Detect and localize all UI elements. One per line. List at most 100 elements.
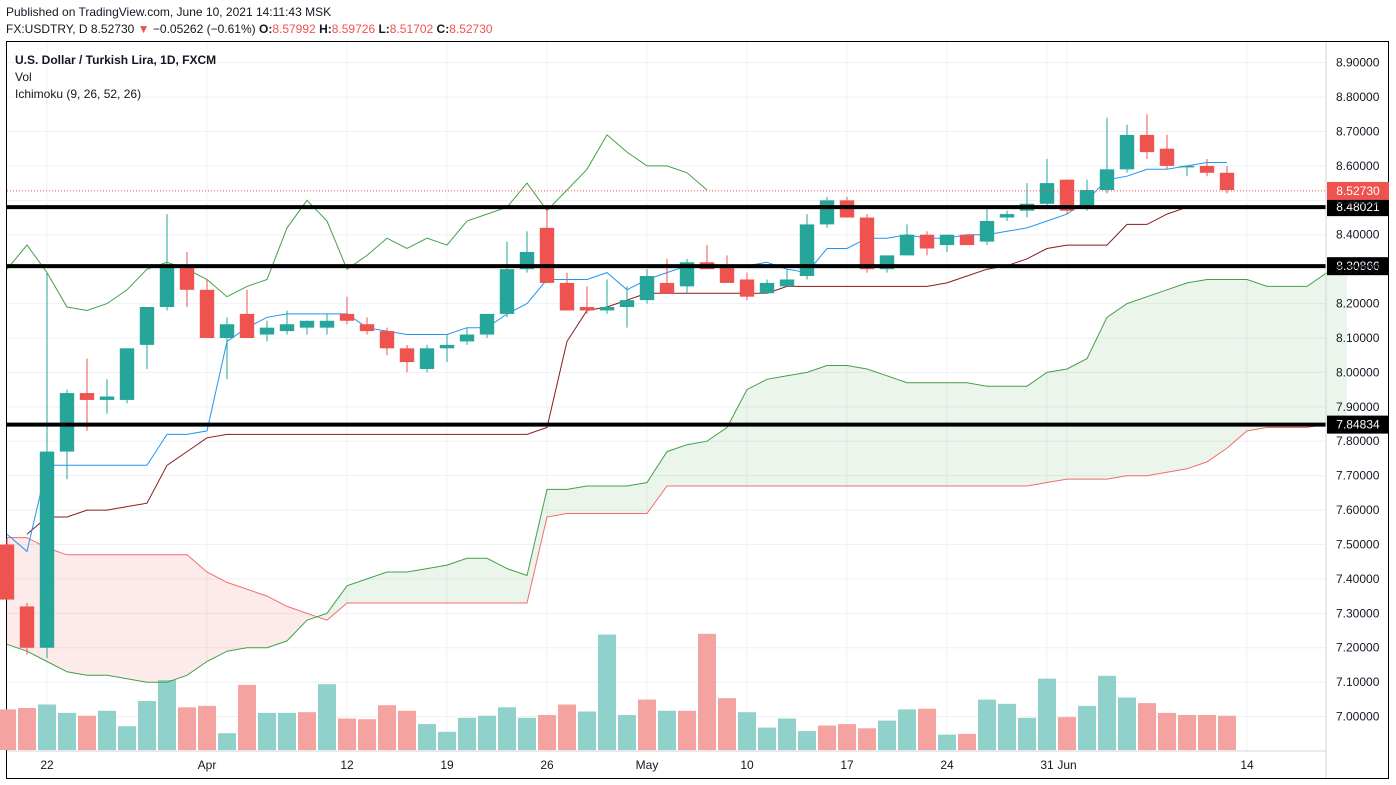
- cloud-segment: [447, 558, 467, 604]
- low-label: L:: [378, 22, 390, 36]
- chart-frame[interactable]: [6, 41, 1389, 779]
- cloud-segment: [987, 386, 1007, 486]
- volume-bar: [498, 707, 516, 750]
- cloud-segment: [227, 582, 247, 652]
- cloud-segment: [547, 489, 567, 517]
- cloud-segment: [507, 568, 527, 604]
- candle-body: [959, 234, 975, 246]
- ichimoku-legend[interactable]: Ichimoku (9, 26, 52, 26): [15, 87, 142, 101]
- volume-bar: [358, 719, 376, 750]
- price-tick-label: 8.30000: [1336, 262, 1380, 276]
- symbol-label: FX:USDTRY, D: [6, 22, 88, 36]
- price-tick-label: 7.60000: [1336, 503, 1380, 517]
- price-tick-label: 8.20000: [1336, 297, 1380, 311]
- cloud-segment: [187, 554, 207, 676]
- chart-title: U.S. Dollar / Turkish Lira, 1D, FXCM: [15, 53, 217, 67]
- volume-bar: [18, 708, 36, 750]
- volume-bar: [1198, 715, 1216, 750]
- volume-bar: [918, 708, 936, 750]
- price-tick-label: 8.80000: [1336, 90, 1380, 104]
- volume-bar: [818, 725, 836, 750]
- volume-bar: [838, 724, 856, 750]
- price-tick-label: 7.70000: [1336, 469, 1380, 483]
- candle-body: [919, 234, 935, 249]
- ohlc-line: FX:USDTRY, D 8.52730 ▼ −0.05262 (−0.61%)…: [6, 22, 493, 36]
- volume-bar: [998, 703, 1016, 750]
- candle-body: [259, 327, 275, 335]
- candle-body: [1219, 172, 1235, 190]
- candle-body: [319, 320, 335, 328]
- volume-bar: [758, 727, 776, 750]
- level-tag: [1327, 257, 1389, 276]
- cloud-segment: [627, 482, 647, 514]
- candle-body: [79, 393, 95, 400]
- volume-bar: [658, 710, 676, 750]
- cloud-segment: [1267, 286, 1287, 428]
- time-tick-label: 22: [40, 758, 54, 772]
- cloud-segment: [767, 375, 787, 486]
- volume-bar: [1218, 715, 1236, 750]
- close-label: C:: [436, 22, 450, 36]
- cloud-segment: [427, 565, 447, 604]
- volume-bar: [538, 715, 556, 750]
- cloud-segment: [87, 554, 107, 676]
- candle-body: [579, 307, 595, 311]
- volume-bar: [218, 733, 236, 750]
- volume-bar: [458, 717, 476, 750]
- vol-legend[interactable]: Vol: [15, 70, 32, 84]
- cloud-segment: [1147, 289, 1167, 476]
- candle-body: [1179, 165, 1195, 168]
- price-tick-label: 7.00000: [1336, 710, 1380, 724]
- candle-body: [0, 544, 15, 600]
- candle-body: [1079, 189, 1095, 208]
- candle-body: [639, 276, 655, 301]
- candle-body: [219, 324, 235, 338]
- volume-bar: [98, 710, 116, 750]
- last-price: 8.52730: [90, 22, 135, 36]
- cloud-segment: [727, 389, 747, 486]
- volume-bar: [798, 731, 816, 750]
- cloud-segment: [367, 572, 387, 604]
- cloud-segment: [107, 554, 127, 679]
- volume-bar: [778, 718, 796, 750]
- cloud-segment: [207, 572, 227, 662]
- candle-body: [1059, 179, 1075, 211]
- candle-body: [779, 279, 795, 287]
- candle-body: [19, 606, 35, 648]
- cloud-segment: [467, 558, 487, 604]
- cloud-segment: [387, 572, 407, 604]
- level-label: 7.84834: [1336, 418, 1380, 432]
- price-tick-label: 8.00000: [1336, 365, 1380, 379]
- ichimoku-lines: [6, 134, 1348, 683]
- candle-body: [279, 324, 295, 332]
- volume-bar: [558, 704, 576, 750]
- senkou-span-b-line: [7, 423, 1347, 621]
- cloud-segment: [287, 606, 307, 641]
- time-tick-label: 26: [540, 758, 554, 772]
- volume-bar: [1058, 717, 1076, 750]
- cloud-segment: [927, 382, 947, 486]
- last-price-label: 8.52730: [1336, 184, 1380, 198]
- horizontal-levels: [7, 190, 1326, 427]
- time-tick-label: 19: [440, 758, 454, 772]
- cloud-segment: [147, 554, 167, 683]
- candle-body: [939, 234, 955, 246]
- volume-bar: [1038, 678, 1056, 750]
- cloud-segment: [1127, 296, 1147, 476]
- candle-body: [499, 269, 515, 314]
- volume-bar: [418, 724, 436, 750]
- time-axis: 22 Apr 12 19 26 May 10 17 24 31 Jun 14: [7, 750, 1326, 772]
- candle-body: [419, 348, 435, 369]
- cloud-segment: [1207, 279, 1227, 462]
- published-line: Published on TradingView.com, June 10, 2…: [6, 5, 332, 19]
- candle-body: [719, 265, 735, 283]
- volume-bar: [1018, 717, 1036, 750]
- cloud-segment: [1187, 279, 1207, 469]
- price-tick-label: 7.40000: [1336, 572, 1380, 586]
- cloud-segment: [327, 585, 347, 621]
- level-label: 8.48021: [1336, 200, 1380, 214]
- candle-body: [979, 220, 995, 242]
- candle-body: [539, 227, 555, 283]
- cloud-segment: [607, 485, 627, 514]
